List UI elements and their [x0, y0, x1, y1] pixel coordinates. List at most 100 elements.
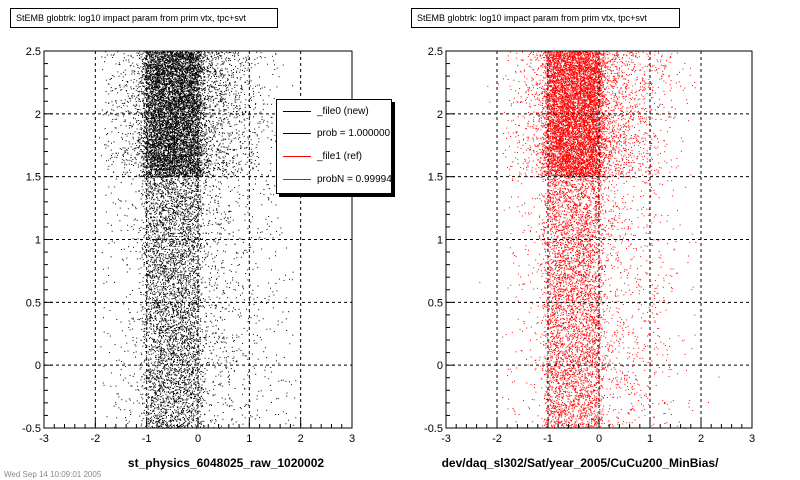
data-point	[155, 415, 157, 417]
data-point	[152, 382, 154, 384]
data-point	[136, 153, 138, 155]
data-point	[179, 393, 181, 395]
data-point	[196, 302, 198, 304]
data-point	[199, 226, 201, 228]
data-point	[241, 333, 243, 335]
data-point	[168, 184, 170, 186]
data-point	[212, 395, 214, 397]
data-point	[177, 107, 179, 109]
data-point	[165, 131, 167, 132]
data-point	[136, 104, 138, 106]
data-point	[148, 52, 150, 54]
data-point	[179, 244, 181, 246]
data-point	[194, 284, 196, 286]
data-point	[182, 140, 184, 142]
data-point	[188, 168, 190, 169]
data-point	[271, 146, 273, 148]
data-point	[193, 382, 195, 384]
data-point	[225, 147, 227, 149]
data-point	[217, 123, 219, 125]
data-point	[173, 144, 174, 146]
data-point	[198, 194, 200, 196]
data-point	[185, 157, 187, 159]
data-point	[158, 207, 160, 209]
data-point	[138, 100, 140, 102]
data-point	[188, 319, 190, 321]
data-point	[228, 311, 230, 312]
data-point	[153, 76, 155, 78]
data-point	[148, 190, 150, 192]
data-point	[166, 269, 168, 271]
data-point	[155, 379, 157, 381]
data-point	[181, 356, 183, 357]
data-point	[183, 285, 185, 287]
data-point	[181, 174, 182, 176]
data-point	[188, 406, 190, 408]
data-point	[181, 295, 183, 297]
data-point	[150, 192, 152, 194]
data-point	[163, 366, 165, 368]
data-point	[158, 84, 160, 86]
data-point	[153, 286, 155, 288]
data-point	[157, 154, 159, 156]
data-point	[173, 401, 175, 403]
data-point	[188, 332, 190, 334]
data-point	[143, 57, 145, 59]
data-point	[119, 207, 121, 209]
data-point	[185, 59, 187, 61]
data-point	[155, 134, 157, 136]
data-point	[204, 124, 206, 126]
data-point	[282, 64, 284, 66]
data-point	[172, 351, 174, 353]
data-point	[201, 70, 203, 72]
data-point	[238, 52, 239, 54]
data-point	[175, 338, 177, 340]
data-point	[120, 99, 122, 101]
data-point	[187, 146, 189, 147]
data-point	[171, 151, 173, 153]
data-point	[156, 250, 158, 252]
data-point	[101, 109, 103, 111]
data-point	[204, 52, 206, 54]
data-point	[164, 95, 166, 97]
data-point	[163, 157, 165, 158]
data-point	[176, 137, 177, 139]
data-point	[228, 384, 230, 386]
data-point	[156, 60, 158, 62]
data-point	[235, 297, 237, 299]
data-point	[159, 89, 161, 91]
data-point	[210, 114, 212, 116]
data-point	[160, 281, 162, 283]
data-point	[195, 53, 197, 55]
data-point	[211, 359, 213, 361]
data-point	[177, 399, 179, 401]
data-point	[159, 54, 161, 56]
data-point	[181, 246, 183, 248]
data-point	[177, 333, 179, 335]
data-point	[164, 366, 166, 368]
data-point	[160, 296, 162, 298]
data-point	[158, 155, 160, 157]
data-point	[212, 362, 214, 364]
data-point	[164, 236, 166, 238]
data-point	[161, 164, 163, 165]
data-point	[196, 198, 198, 200]
data-point	[179, 127, 180, 129]
data-point	[155, 366, 157, 368]
data-point	[200, 209, 202, 211]
data-point	[170, 154, 172, 156]
data-point	[212, 325, 214, 327]
data-point	[228, 211, 230, 213]
data-point	[210, 161, 212, 163]
data-point	[160, 259, 161, 261]
data-point	[165, 332, 167, 333]
data-point	[207, 98, 208, 100]
data-point	[153, 206, 155, 208]
data-point	[178, 111, 180, 113]
data-point	[183, 237, 185, 239]
data-point	[191, 93, 193, 95]
data-point	[252, 153, 254, 155]
data-point	[213, 145, 215, 147]
data-point	[183, 143, 185, 145]
data-point	[141, 127, 143, 129]
